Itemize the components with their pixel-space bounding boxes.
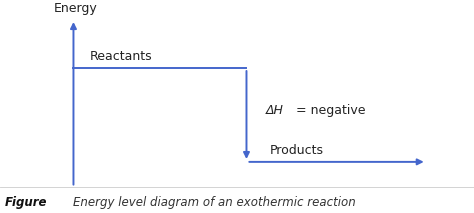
- Text: ΔH: ΔH: [265, 104, 283, 117]
- Text: Energy level diagram of an exothermic reaction: Energy level diagram of an exothermic re…: [73, 196, 356, 209]
- Text: Reactants: Reactants: [90, 50, 153, 63]
- Text: Energy: Energy: [54, 2, 98, 15]
- Text: Figure: Figure: [5, 196, 47, 209]
- Text: = negative: = negative: [292, 104, 365, 117]
- Text: Products: Products: [270, 144, 324, 157]
